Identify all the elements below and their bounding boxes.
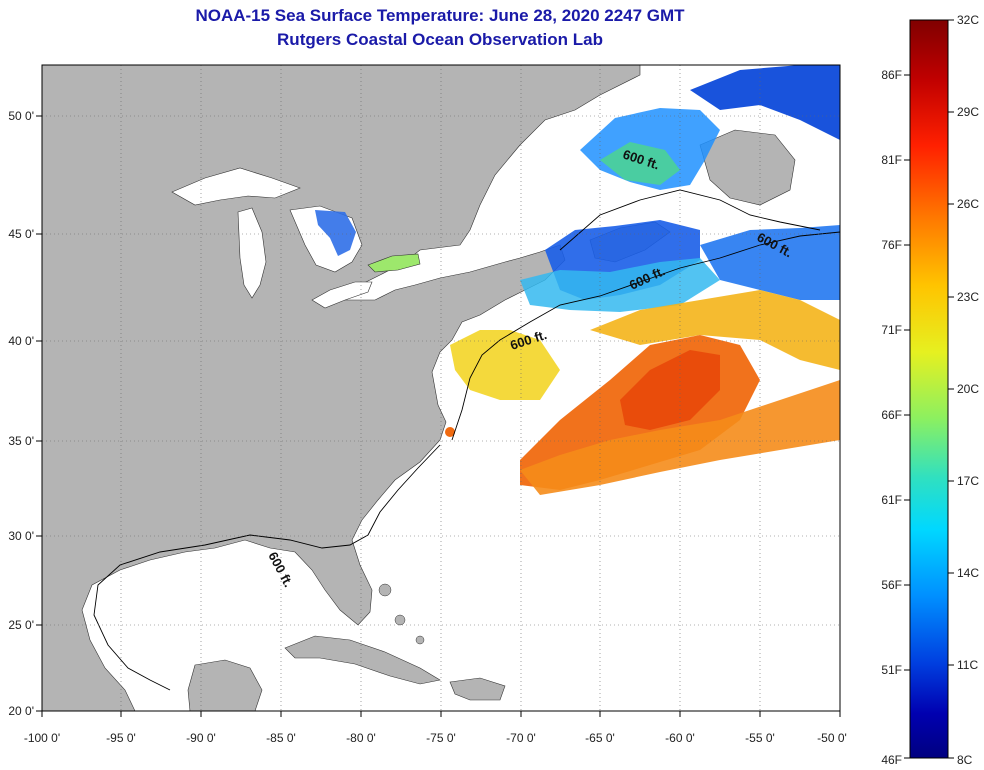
lat-tick-label: 50 0' (8, 109, 34, 123)
lon-tick-label: -85 0' (266, 731, 296, 745)
lon-tick-label: -60 0' (665, 731, 695, 745)
lon-tick-label: -65 0' (585, 731, 615, 745)
lat-tick-label: 30 0' (8, 529, 34, 543)
colorbar (909, 19, 949, 759)
colorbar-celsius-label: 20C (957, 382, 979, 396)
land-newfoundland (699, 129, 796, 206)
colorbar-fahrenheit-label: 61F (881, 493, 902, 507)
lon-tick-label: -70 0' (506, 731, 536, 745)
land-north-america (42, 65, 641, 711)
lake-erie (311, 281, 373, 309)
sst-gulf-stream-core (620, 350, 720, 430)
colorbar-celsius-label: 32C (957, 13, 979, 27)
lat-tick-label: 40 0' (8, 334, 34, 348)
land-cuba (284, 635, 441, 685)
colorbar-fahrenheit-label: 51F (881, 663, 902, 677)
sst-labrador (690, 65, 840, 140)
lon-tick-label: -90 0' (186, 731, 216, 745)
lon-tick-label: -100 0' (24, 731, 60, 745)
land-bahamas-3 (415, 635, 425, 645)
colorbar-celsius-label: 17C (957, 474, 979, 488)
colorbar-fahrenheit-label: 71F (881, 323, 902, 337)
land-hispaniola (449, 677, 506, 701)
land-bahamas-2 (394, 614, 406, 626)
lake-michigan (237, 207, 267, 299)
isobath-600ft-north (559, 189, 821, 251)
lon-tick-label: -75 0' (426, 731, 456, 745)
colorbar-ticks (904, 19, 954, 759)
map-title: NOAA-15 Sea Surface Temperature: June 28… (195, 6, 685, 25)
lat-tick-label: 35 0' (8, 434, 34, 448)
lake-superior (171, 167, 301, 206)
colorbar-celsius-label: 11C (957, 658, 978, 672)
colorbar-fahrenheit-label: 46F (881, 753, 902, 767)
sst-scotian-blue (700, 225, 840, 300)
colorbar-fahrenheit-label: 56F (881, 578, 902, 592)
colorbar-celsius-label: 14C (957, 566, 979, 580)
lon-tick-label: -50 0' (817, 731, 847, 745)
isobath-600ft (451, 231, 840, 441)
lat-tick-label: 25 0' (8, 618, 34, 632)
colorbar-celsius-label: 29C (957, 105, 979, 119)
sst-mid-atlantic-yellow (450, 330, 560, 400)
lat-tick-label: 20 0' (8, 704, 34, 718)
lat-tick-label: 45 0' (8, 227, 34, 241)
graticule (42, 65, 840, 711)
colorbar-celsius-label: 26C (957, 197, 979, 211)
lake-huron-sst (315, 210, 356, 256)
lon-tick-label: -55 0' (745, 731, 775, 745)
colorbar-fahrenheit-label: 86F (881, 68, 902, 82)
axis-ticks (36, 115, 841, 717)
land-yucatan (187, 659, 263, 711)
lake-ontario (367, 253, 421, 273)
colorbar-fahrenheit-label: 76F (881, 238, 902, 252)
lon-tick-label: -80 0' (346, 731, 376, 745)
isobath-600ft-south (93, 444, 441, 691)
sst-slope-yellow (590, 290, 840, 370)
colorbar-celsius-label: 8C (957, 753, 973, 767)
sst-hatteras-spot (445, 427, 455, 437)
colorbar-fahrenheit-label: 81F (881, 153, 902, 167)
map-subtitle: Rutgers Coastal Ocean Observation Lab (277, 30, 603, 49)
colorbar-fahrenheit-label: 66F (881, 408, 902, 422)
land-bahamas (378, 583, 392, 597)
lon-tick-label: -95 0' (106, 731, 136, 745)
sst-st-lawrence-green (600, 142, 680, 185)
colorbar-celsius-label: 23C (957, 290, 979, 304)
